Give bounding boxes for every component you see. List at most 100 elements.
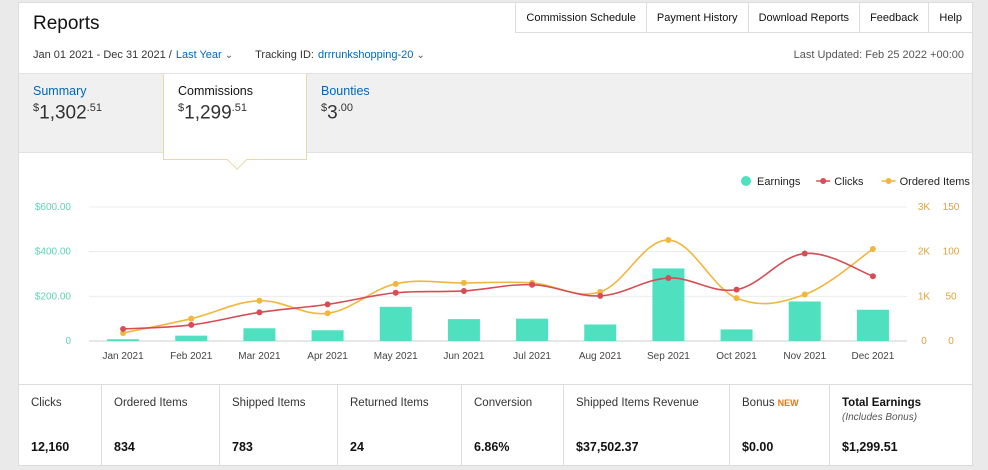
stat-value: $1,299.51: [842, 440, 898, 454]
y-left-tick-label: $400.00: [35, 247, 72, 258]
legend-label: Clicks: [834, 176, 864, 188]
stat-shipped-items: Shipped Items 783: [220, 385, 338, 466]
point-clicks: [120, 325, 127, 332]
point-clicks: [733, 286, 740, 293]
point-clicks: [597, 292, 604, 299]
tab-summary[interactable]: Summary $1,302.51: [19, 74, 163, 154]
tab-label: Commissions: [178, 84, 254, 98]
bar-earnings: [516, 318, 549, 341]
x-tick-label: Dec 2021: [852, 351, 895, 362]
tab-value: $3.00: [321, 102, 354, 124]
bar-earnings: [175, 335, 208, 341]
x-tick-label: Jun 2021: [443, 351, 485, 362]
stat-returned-items: Returned Items 24: [338, 385, 462, 466]
x-tick-label: Feb 2021: [170, 351, 213, 362]
bar-earnings: [107, 339, 140, 341]
download-reports-button[interactable]: Download Reports: [747, 3, 860, 32]
stat-value: 6.86%: [474, 440, 510, 454]
y-right-items-tick-label: 0: [948, 336, 954, 347]
x-tick-label: Jan 2021: [103, 351, 145, 362]
stat-value: 783: [232, 440, 253, 454]
point-ordered-items: [392, 280, 399, 287]
stat-shipped-revenue: Shipped Items Revenue $37,502.37: [564, 385, 730, 466]
stat-value: $0.00: [742, 440, 774, 454]
commission-schedule-button[interactable]: Commission Schedule: [515, 3, 645, 32]
x-tick-label: Jul 2021: [513, 351, 551, 362]
y-right-items-tick-label: 50: [945, 291, 957, 302]
point-ordered-items: [733, 295, 740, 302]
date-range: Jan 01 2021 - Dec 31 2021 /: [33, 49, 172, 61]
legend-swatch-dot: [820, 178, 827, 184]
tab-commissions[interactable]: Commissions $1,299.51: [163, 74, 307, 170]
bar-earnings: [720, 329, 753, 341]
legend-label: Ordered Items: [900, 176, 971, 188]
stat-value: 24: [350, 440, 364, 454]
bar-earnings: [584, 324, 617, 341]
x-tick-label: Sep 2021: [647, 351, 690, 362]
help-button[interactable]: Help: [928, 3, 972, 32]
stat-label: Shipped Items Revenue: [576, 397, 699, 409]
tab-label: Bounties: [321, 84, 370, 98]
bar-earnings: [856, 309, 889, 341]
point-clicks: [869, 273, 876, 280]
tab-value: $1,302.51: [33, 102, 102, 124]
y-right-k-tick-label: 3K: [918, 202, 931, 213]
payment-history-button[interactable]: Payment History: [645, 3, 748, 32]
y-right-k-tick-label: 1K: [918, 291, 931, 302]
y-left-tick-label: $200.00: [35, 291, 72, 302]
x-tick-label: May 2021: [374, 351, 418, 362]
point-ordered-items: [665, 237, 672, 244]
point-ordered-items: [324, 310, 331, 317]
x-tick-label: Aug 2021: [579, 351, 622, 362]
feedback-button[interactable]: Feedback: [859, 3, 928, 32]
period-label: Last Year: [175, 49, 222, 61]
stat-clicks: Clicks 12,160: [19, 385, 102, 466]
stats-row: Clicks 12,160 Ordered Items 834 Shipped …: [19, 384, 972, 466]
reports-card: Reports Commission Schedule Payment Hist…: [18, 2, 973, 466]
x-tick-label: Nov 2021: [783, 351, 826, 362]
point-ordered-items: [256, 297, 263, 304]
stat-label: Clicks: [31, 397, 62, 409]
stat-conversion: Conversion 6.86%: [462, 385, 564, 466]
stat-label: Bonus NEW: [742, 397, 799, 409]
stat-value: $37,502.37: [576, 440, 639, 454]
stat-sublabel: (Includes Bonus): [842, 412, 918, 423]
chevron-down-icon: ⌄: [416, 50, 425, 61]
legend-swatch-dot: [885, 178, 892, 184]
bar-earnings: [243, 328, 276, 341]
point-ordered-items: [460, 279, 467, 286]
stat-ordered-items: Ordered Items 834: [102, 385, 220, 466]
tracking-label: Tracking ID:: [255, 49, 314, 61]
top-nav: Commission Schedule Payment History Down…: [515, 3, 972, 33]
stat-total-earnings: Total Earnings (Includes Bonus) $1,299.5…: [830, 385, 972, 466]
earnings-chart: $600.00 3K 150 $400.00 2K 100 $200.00 1K 50 0 0 0 Ja…: [35, 176, 971, 362]
x-tick-label: Oct 2021: [716, 351, 757, 362]
point-ordered-items: [869, 245, 876, 252]
bar-earnings: [447, 319, 480, 341]
y-left-tick-label: $600.00: [35, 202, 72, 213]
stat-label: Returned Items: [350, 397, 429, 409]
point-ordered-items: [801, 291, 808, 298]
y-right-k-tick-label: 2K: [918, 247, 931, 258]
chevron-down-icon: ⌄: [224, 50, 234, 61]
point-clicks: [188, 321, 195, 328]
point-clicks: [324, 301, 331, 308]
tab-label: Summary: [33, 84, 87, 98]
point-clicks: [529, 281, 536, 288]
legend-earnings-swatch: [741, 176, 751, 186]
period-dropdown[interactable]: Last Year ⌄: [176, 49, 233, 61]
tracking-id-dropdown[interactable]: drrrunkshopping-20 ⌄: [318, 49, 425, 61]
bar-earnings: [788, 301, 821, 341]
stat-label: Shipped Items: [232, 397, 306, 409]
x-tick-label: Apr 2021: [307, 351, 348, 362]
line-clicks: [123, 252, 874, 330]
filters-bar: Jan 01 2021 - Dec 31 2021 / Last Year ⌄ T…: [33, 49, 425, 61]
legend-label: Earnings: [757, 176, 801, 188]
tab-bounties[interactable]: Bounties $3.00: [307, 74, 451, 154]
point-clicks: [392, 289, 399, 296]
y-right-items-tick-label: 150: [943, 202, 960, 213]
summary-tabs: Summary $1,302.51 Commissions $1,299.51 …: [19, 73, 972, 170]
tracking-id-label: drrrunkshopping-20: [317, 49, 414, 61]
stat-label: Ordered Items: [114, 397, 188, 409]
point-clicks: [801, 250, 808, 257]
